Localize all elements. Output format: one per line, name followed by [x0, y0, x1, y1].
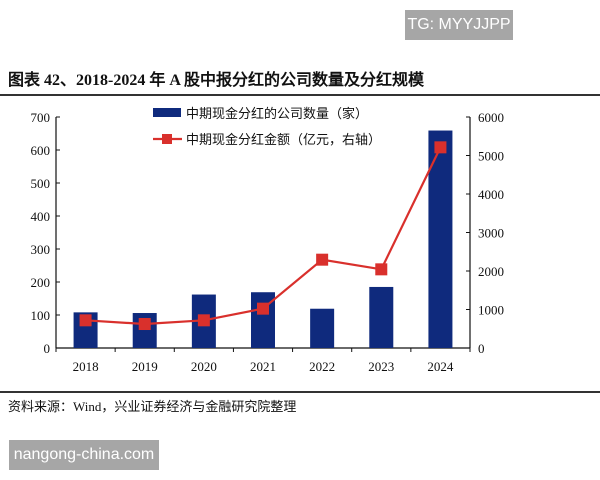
- x-axis-tick-label: 2021: [250, 359, 276, 374]
- line-marker-2022: [316, 253, 329, 266]
- line-marker-2020: [197, 314, 210, 327]
- legend-line-marker: [162, 134, 172, 144]
- right-axis-tick-label: 6000: [478, 110, 504, 125]
- right-axis-tick-label: 1000: [478, 303, 504, 318]
- left-axis-tick-label: 0: [44, 341, 51, 356]
- x-axis-tick-label: 2023: [368, 359, 394, 374]
- right-axis-tick-label: 2000: [478, 264, 504, 279]
- left-axis-tick-label: 500: [31, 176, 51, 191]
- x-axis-tick-label: 2018: [73, 359, 99, 374]
- legend-bar-swatch: [153, 108, 181, 117]
- right-axis-tick-label: 0: [478, 341, 485, 356]
- x-axis-tick-label: 2022: [309, 359, 335, 374]
- right-axis-tick-label: 4000: [478, 187, 504, 202]
- legend-line-label: 中期现金分红金额（亿元，右轴）: [186, 132, 381, 147]
- x-axis-tick-label: 2020: [191, 359, 217, 374]
- source-note: 资料来源：Wind，兴业证券经济与金融研究院整理: [8, 399, 297, 414]
- bar-2023: [369, 286, 394, 348]
- left-axis-tick-label: 700: [31, 110, 51, 125]
- line-marker-2023: [375, 263, 388, 276]
- line-marker-2021: [257, 302, 269, 315]
- line-marker-2018: [79, 314, 92, 327]
- line-marker-2019: [138, 318, 151, 331]
- bar-2022: [310, 308, 335, 348]
- legend-bar-label: 中期现金分红的公司数量（家）: [186, 106, 368, 121]
- right-axis-tick-label: 3000: [478, 226, 504, 241]
- left-axis-tick-label: 100: [31, 308, 51, 323]
- bar-2024: [428, 130, 453, 348]
- left-axis-tick-label: 600: [31, 143, 51, 158]
- chart: 0 100 200 300 400 500 600 700 0 1000 2000 3000 4000 5…: [31, 106, 505, 374]
- left-axis-tick-label: 400: [31, 209, 51, 224]
- left-axis-tick-label: 300: [31, 242, 51, 257]
- right-axis-tick-label: 5000: [478, 149, 504, 164]
- chart-title: 图表 42、2018-2024 年 A 股中报分红的公司数量及分红规模: [8, 72, 425, 89]
- watermark-top: TG: MYYJJPP: [405, 10, 513, 40]
- x-axis-tick-label: 2019: [132, 359, 158, 374]
- source-divider: [0, 391, 600, 393]
- left-axis-tick-label: 200: [31, 275, 51, 290]
- line-marker-2024: [434, 141, 447, 154]
- title-divider: [0, 94, 600, 96]
- x-axis-tick-label: 2024: [427, 359, 454, 374]
- watermark-bottom: nangong-china.com: [9, 440, 159, 470]
